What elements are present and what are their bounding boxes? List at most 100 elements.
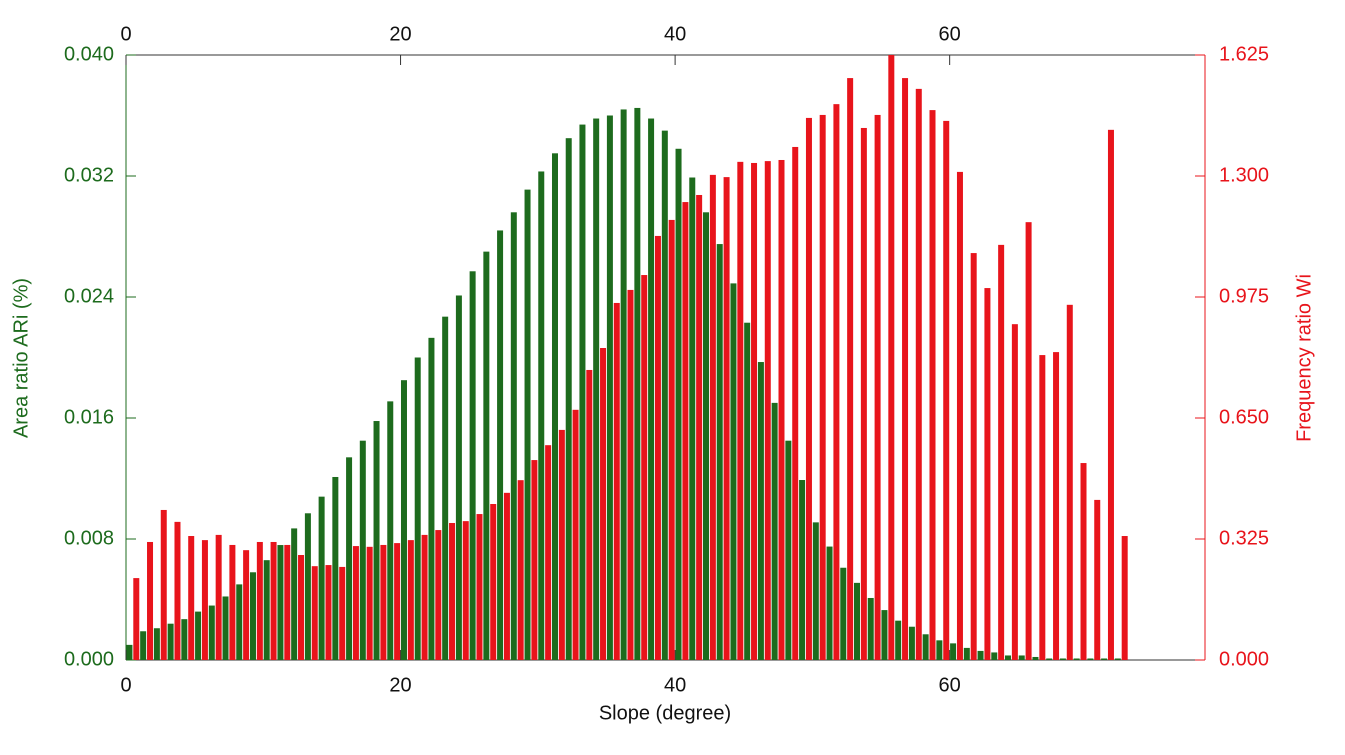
y-tick-label: 0.024 xyxy=(64,285,114,307)
bar xyxy=(215,534,222,660)
bar xyxy=(346,457,353,660)
bar xyxy=(792,146,799,660)
bar xyxy=(366,546,373,660)
bar xyxy=(812,522,819,660)
bar xyxy=(579,124,586,660)
bar xyxy=(716,244,723,660)
bar xyxy=(682,202,689,661)
bar xyxy=(613,302,620,660)
bar xyxy=(510,212,517,661)
bar xyxy=(620,109,627,660)
bar xyxy=(208,605,215,660)
bar xyxy=(140,631,147,660)
bar xyxy=(469,271,476,660)
bar xyxy=(1011,324,1018,660)
bar xyxy=(963,647,970,660)
bar xyxy=(428,337,435,660)
bar xyxy=(977,650,984,660)
bar xyxy=(867,597,874,660)
bar xyxy=(1073,658,1080,660)
bar xyxy=(195,611,202,660)
bar xyxy=(1059,658,1066,660)
bar xyxy=(922,634,929,660)
bar xyxy=(586,369,593,660)
bar xyxy=(744,322,751,660)
bar xyxy=(126,644,133,660)
bar xyxy=(764,161,771,660)
bar xyxy=(400,380,407,660)
bar xyxy=(421,534,428,660)
x-tick-label: 0 xyxy=(120,674,131,696)
bar xyxy=(778,159,785,660)
bar xyxy=(304,513,311,660)
bar xyxy=(1046,658,1053,660)
bar xyxy=(805,117,812,661)
bar xyxy=(236,584,243,660)
bar xyxy=(956,171,963,661)
bar xyxy=(874,114,881,661)
bar xyxy=(860,127,867,661)
bar xyxy=(1121,536,1128,660)
y2-axis-label: Frequency ratio Wi xyxy=(1293,274,1315,442)
bar xyxy=(1025,222,1032,661)
bar xyxy=(943,120,950,661)
bar xyxy=(531,460,538,660)
bar xyxy=(1005,655,1012,660)
bar xyxy=(1101,658,1108,660)
x-top-tick-label: 0 xyxy=(120,23,131,45)
bar xyxy=(881,610,888,660)
bar xyxy=(648,118,655,660)
bar xyxy=(1114,658,1121,660)
bar xyxy=(654,235,661,661)
x-axis-label: Slope (degree) xyxy=(599,702,731,724)
bar xyxy=(888,55,895,660)
bar xyxy=(950,643,957,660)
y2-tick-label: 1.300 xyxy=(1219,164,1269,186)
bar xyxy=(593,118,600,660)
bar xyxy=(826,546,833,660)
bar xyxy=(799,480,806,660)
bar xyxy=(1066,304,1073,660)
bar xyxy=(339,566,346,660)
bar xyxy=(298,555,305,660)
bar xyxy=(483,251,490,660)
bar xyxy=(819,114,826,661)
bar xyxy=(462,521,469,660)
bar xyxy=(902,78,909,661)
y-tick-label: 0.008 xyxy=(64,527,114,549)
bar xyxy=(497,230,504,660)
bar xyxy=(936,640,943,660)
y2-tick-label: 0.325 xyxy=(1219,527,1269,549)
bar xyxy=(201,540,208,660)
bar xyxy=(984,288,991,660)
bar xyxy=(153,628,160,660)
bar xyxy=(661,130,668,660)
bar xyxy=(270,541,277,660)
bar xyxy=(263,560,270,660)
bar xyxy=(1087,658,1094,660)
bar xyxy=(572,409,579,660)
bar xyxy=(1107,129,1114,660)
bar xyxy=(318,496,325,660)
bar xyxy=(702,212,709,661)
bar xyxy=(723,177,730,660)
bar xyxy=(147,541,154,660)
x-top-tick-label: 60 xyxy=(939,23,961,45)
bar xyxy=(1080,463,1087,660)
bar xyxy=(1094,499,1101,660)
y-axis-label: Area ratio ARi (%) xyxy=(10,278,32,438)
bar xyxy=(359,440,366,660)
bar xyxy=(641,275,648,660)
bar xyxy=(847,78,854,661)
bar xyxy=(490,504,497,660)
x-tick-label: 40 xyxy=(664,674,686,696)
bar xyxy=(757,362,764,660)
bar xyxy=(915,88,922,660)
bar xyxy=(696,194,703,661)
bar xyxy=(455,295,462,660)
bar xyxy=(284,544,291,660)
bar xyxy=(133,578,140,660)
bar xyxy=(407,540,414,660)
bar xyxy=(668,219,675,660)
